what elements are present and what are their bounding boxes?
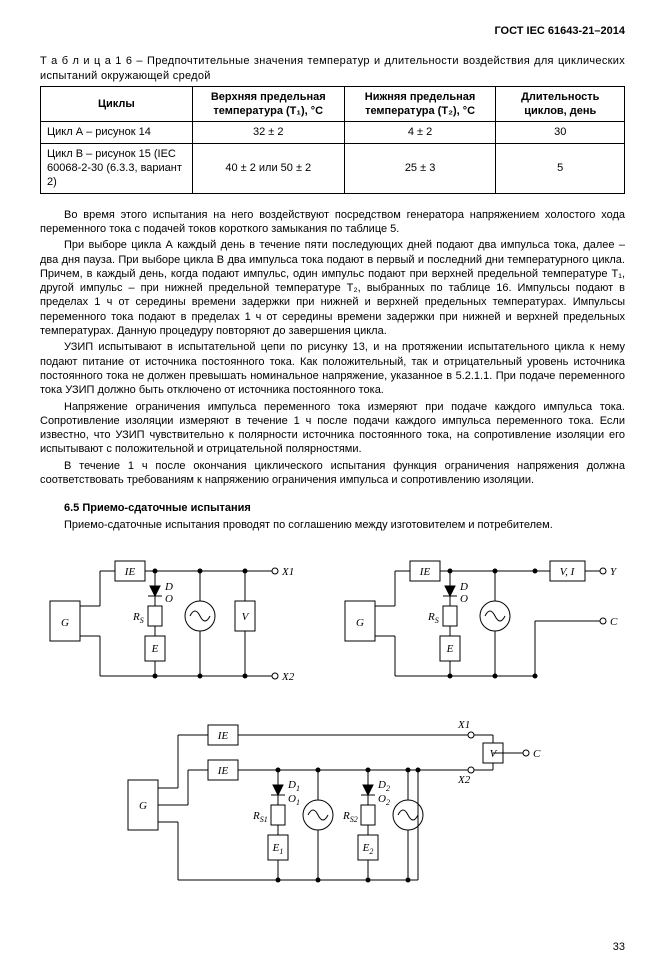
Rs-sub: S [140, 616, 144, 625]
circuit-svg: G IE D O RS [335, 546, 625, 696]
V-label: V [242, 611, 250, 623]
circuit-bottom: G IE IE D1 O1 [118, 710, 548, 900]
th-cycles: Циклы [41, 86, 193, 122]
D2-sub: 2 [385, 784, 389, 793]
Rs-sub: S [435, 616, 439, 625]
td: 30 [496, 122, 625, 143]
G-label: G [61, 617, 69, 629]
IE-label: IE [419, 566, 431, 578]
th-t2: Нижняя предельная температура (T₂), °C [344, 86, 496, 122]
O2-sub: 2 [385, 798, 389, 807]
O2-label: O [378, 793, 386, 805]
svg-text:D1: D1 [287, 779, 300, 793]
svg-text:O2: O2 [378, 793, 390, 807]
doc-header: ГОСТ IEC 61643-21–2014 [40, 24, 625, 38]
E2-sub: 2 [369, 847, 373, 856]
svg-text:RS1: RS1 [252, 810, 268, 824]
VI-label: V, I [560, 566, 576, 578]
E-label: E [151, 643, 159, 655]
td: 5 [496, 143, 625, 193]
td: 4 ± 2 [344, 122, 496, 143]
para: УЗИП испытывают в испытательной цепи по … [40, 340, 625, 397]
Rs1-sub: S1 [259, 815, 267, 824]
O1-label: O [288, 793, 296, 805]
table-row: Цикл А – рисунок 14 32 ± 2 4 ± 2 30 [41, 122, 625, 143]
table-row: Цикл В – рисунок 15 (IEC 60068-2-30 (6.3… [41, 143, 625, 193]
td: 40 ± 2 или 50 ± 2 [192, 143, 344, 193]
IE1-label: IE [216, 730, 228, 742]
X2-label: X2 [457, 774, 471, 786]
C-label: C [610, 616, 618, 628]
circuit-top-right: G IE D O RS [335, 546, 625, 700]
C-label: C [533, 748, 541, 760]
O-label: O [460, 593, 468, 605]
Y-label: Y [610, 566, 618, 578]
table-caption: Т а б л и ц а 1 6 – Предпочтительные зна… [40, 54, 625, 83]
O-label: O [165, 593, 173, 605]
td: Цикл В – рисунок 15 (IEC 60068-2-30 (6.3… [41, 143, 193, 193]
svg-text:RS: RS [132, 611, 144, 625]
td: Цикл А – рисунок 14 [41, 122, 193, 143]
O1-sub: 1 [295, 798, 299, 807]
svg-text:E2: E2 [361, 842, 373, 856]
svg-text:D2: D2 [377, 779, 390, 793]
svg-text:RS: RS [427, 611, 439, 625]
D1-label: D [287, 779, 296, 791]
table-caption-prefix: Т а б л и ц а 1 6 – [40, 55, 147, 67]
X1-label: X1 [457, 719, 470, 731]
section-6-5-title: 6.5 Приемо-сдаточные испытания [40, 501, 625, 515]
G-label: G [356, 617, 364, 629]
G-label: G [139, 800, 147, 812]
D1-sub: 1 [295, 784, 299, 793]
D-label: D [164, 581, 173, 593]
body-text: Во время этого испытания на него воздейс… [40, 208, 625, 488]
circuit-bottom-wrap: G IE IE D1 O1 [40, 710, 625, 900]
table-header-row: Циклы Верхняя предельная температура (T₁… [41, 86, 625, 122]
circuit-top-left: G IE D [40, 546, 325, 700]
td: 32 ± 2 [192, 122, 344, 143]
V-label: V [489, 748, 497, 760]
Rs2-sub: S2 [349, 815, 357, 824]
D-label: D [459, 581, 468, 593]
para: Во время этого испытания на него воздейс… [40, 208, 625, 237]
svg-text:O1: O1 [288, 793, 300, 807]
para: При выборе цикла А каждый день в течение… [40, 238, 625, 338]
page-number: 33 [40, 940, 625, 954]
svg-text:E1: E1 [271, 842, 283, 856]
th-t1: Верхняя предельная температура (T₁), °C [192, 86, 344, 122]
table-16: Циклы Верхняя предельная температура (T₁… [40, 86, 625, 194]
circuit-svg: G IE D [40, 546, 310, 696]
para: В течение 1 ч после окончания циклическо… [40, 459, 625, 488]
td: 25 ± 3 [344, 143, 496, 193]
circuit-figures-top: G IE D [40, 546, 625, 700]
E1-sub: 1 [279, 847, 283, 856]
svg-text:RS2: RS2 [342, 810, 358, 824]
IE2-label: IE [216, 765, 228, 777]
section-6-5-text: Приемо-сдаточные испытания проводят по с… [40, 518, 625, 532]
IE-label: IE [124, 566, 136, 578]
X2-label: X2 [281, 671, 295, 683]
para: Напряжение ограничения импульса переменн… [40, 400, 625, 457]
D2-label: D [377, 779, 386, 791]
E-label: E [446, 643, 454, 655]
th-duration: Длительность циклов, день [496, 86, 625, 122]
X1-label: X1 [281, 566, 294, 578]
